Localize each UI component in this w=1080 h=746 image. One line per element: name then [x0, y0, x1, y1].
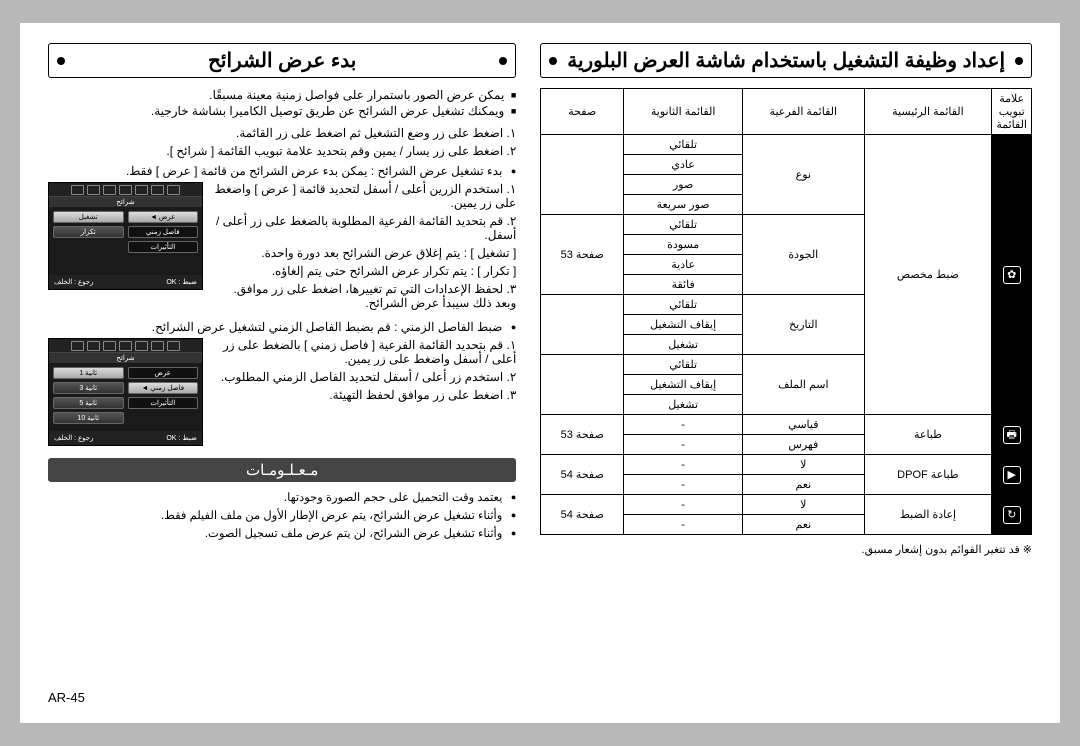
- sec: -: [624, 455, 743, 475]
- page-53b: صفحة 53: [541, 415, 624, 455]
- dpof-icon: ▶: [1003, 466, 1021, 484]
- lcd-foot: ضبط : OK: [166, 278, 197, 286]
- b2-step: ٣. اضغط على زر موافق لحفظ التهيئة.: [211, 388, 516, 402]
- sub-quality: الجودة: [743, 215, 864, 295]
- footnote: ※ قد تتغير القوائم بدون إشعار مسبق.: [540, 543, 1032, 556]
- page: [541, 355, 624, 415]
- lcd-item: عرض: [128, 367, 199, 379]
- step-1: ١. اضغط على زر وضع التشغيل ثم اضغط على ز…: [48, 126, 516, 140]
- th-sub: القائمة الفرعية: [743, 89, 864, 135]
- sub: نعم: [743, 515, 864, 535]
- b1-step: [ تكرار ] : يتم تكرار عرض الشرائح حتى يت…: [211, 264, 516, 278]
- lcd-item: تشغيل: [53, 211, 124, 223]
- sec: عادي: [624, 155, 743, 175]
- sec: عادية: [624, 255, 743, 275]
- sec: إيقاف التشغيل: [624, 315, 743, 335]
- sec: تلقائي: [624, 295, 743, 315]
- lcd-item: التأثيرات: [128, 241, 199, 253]
- step-2: ٢. اضغط على زر يسار / يمين وقم بتحديد عل…: [48, 144, 516, 158]
- lcd-item: ثانية 5: [53, 397, 124, 409]
- b1-step: [ تشغيل ] : يتم إغلاق عرض الشرائح بعد دو…: [211, 246, 516, 260]
- main-reset: إعادة الضبط: [864, 495, 992, 535]
- bullet-start: بدء تشغيل عرض الشرائح : يمكن بدء عرض الش…: [48, 164, 516, 178]
- sub-type: نوع: [743, 135, 864, 215]
- page-number: AR-45: [48, 690, 85, 705]
- lcd-foot: رجوع : الخلف: [54, 434, 94, 442]
- sub-date: التاريخ: [743, 295, 864, 355]
- info-item: يعتمد وقت التحميل على حجم الصورة وجودتها…: [48, 490, 516, 504]
- sub: لا: [743, 455, 864, 475]
- page: [541, 295, 624, 355]
- lcd-foot: ضبط : OK: [166, 434, 197, 442]
- lcd-item: ثانية 10: [53, 412, 124, 424]
- lcd-foot: رجوع : الخلف: [54, 278, 94, 286]
- lcd-preview-1: شرائح عرض ◄ فاصل زمني التأثيرات تشغيل تك…: [48, 182, 203, 290]
- lcd1-tab: شرائح: [49, 197, 202, 207]
- page-54b: صفحة 54: [541, 495, 624, 535]
- sec: فائقة: [624, 275, 743, 295]
- b2-step: ٢. استخدم زر أعلى / أسفل لتحديد الفاصل ا…: [211, 370, 516, 384]
- sec: مسودة: [624, 235, 743, 255]
- b1-step: ٢. قم بتحديد القائمة الفرعية المطلوبة با…: [211, 214, 516, 242]
- lcd-item: ثانية 1: [53, 367, 124, 379]
- th-tab: علامة تبويب القائمة: [992, 89, 1032, 135]
- th-main: القائمة الرئيسية: [864, 89, 992, 135]
- b2-step: ١. قم بتحديد القائمة الفرعية [ فاصل زمني…: [211, 338, 516, 366]
- lcd-item: ثانية 3: [53, 382, 124, 394]
- b1-step: ٣. لحفظ الإعدادات التي تم تغييرها، اضغط …: [211, 282, 516, 310]
- info-item: وأثناء تشغيل عرض الشرائح، لن يتم عرض ملف…: [48, 526, 516, 540]
- tab-icon-custom: ✿: [992, 135, 1032, 415]
- sec: تشغيل: [624, 395, 743, 415]
- lcd-item: فاصل زمني ◄: [128, 382, 199, 394]
- intro-line: ويمكنك تشغيل عرض الشرائح عن طريق توصيل ا…: [48, 104, 516, 118]
- sub-filename: اسم الملف: [743, 355, 864, 415]
- lcd-item: تكرار: [53, 226, 124, 238]
- tab-icon-reset: ↻: [992, 495, 1032, 535]
- tab-icon-dpof: ▶: [992, 455, 1032, 495]
- sec: تشغيل: [624, 335, 743, 355]
- sub: لا: [743, 495, 864, 515]
- sub: نعم: [743, 475, 864, 495]
- sec: تلقائي: [624, 215, 743, 235]
- sec: -: [624, 475, 743, 495]
- section-title-slideshow: بدء عرض الشرائح: [48, 43, 516, 78]
- lcd-preview-2: شرائح عرض فاصل زمني ◄ التأثيرات ثانية 1 …: [48, 338, 203, 446]
- lcd2-tab: شرائح: [49, 353, 202, 363]
- b1-step: ١. استخدم الزرين أعلى / أسفل لتحديد قائم…: [211, 182, 516, 210]
- printer-icon: 🖶: [1003, 426, 1021, 444]
- bullet-interval: ضبط الفاصل الزمني : قم بضبط الفاصل الزمن…: [48, 320, 516, 334]
- gear-icon: ✿: [1003, 266, 1021, 284]
- intro-line: يمكن عرض الصور باستمرار على فواصل زمنية …: [48, 88, 516, 102]
- menu-table: علامة تبويب القائمة القائمة الرئيسية الق…: [540, 88, 1032, 535]
- sec: -: [624, 415, 743, 435]
- sec: تلقائي: [624, 135, 743, 155]
- info-header: مـعـلـومـات: [48, 458, 516, 482]
- sec: -: [624, 515, 743, 535]
- page: [541, 135, 624, 215]
- tab-icon-print: 🖶: [992, 415, 1032, 455]
- main-dpof: طباعة DPOF: [864, 455, 992, 495]
- page-53: صفحة 53: [541, 215, 624, 295]
- lcd-item: عرض ◄: [128, 211, 199, 223]
- lcd-item: فاصل زمني: [128, 226, 199, 238]
- sec: -: [624, 435, 743, 455]
- sec: -: [624, 495, 743, 515]
- sec: صور سريعة: [624, 195, 743, 215]
- reset-icon: ↻: [1003, 506, 1021, 524]
- sec: تلقائي: [624, 355, 743, 375]
- sub: فهرس: [743, 435, 864, 455]
- main-custom: ضبط مخصص: [864, 135, 992, 415]
- th-page: صفحة: [541, 89, 624, 135]
- section-title-lcd: إعداد وظيفة التشغيل باستخدام شاشة العرض …: [540, 43, 1032, 78]
- sub: قياسي: [743, 415, 864, 435]
- info-item: وأثناء تشغيل عرض الشرائح، يتم عرض الإطار…: [48, 508, 516, 522]
- th-sec: القائمة الثانوية: [624, 89, 743, 135]
- page-54: صفحة 54: [541, 455, 624, 495]
- sec: إيقاف التشغيل: [624, 375, 743, 395]
- sec: صور: [624, 175, 743, 195]
- lcd-item: التأثيرات: [128, 397, 199, 409]
- main-print: طباعة: [864, 415, 992, 455]
